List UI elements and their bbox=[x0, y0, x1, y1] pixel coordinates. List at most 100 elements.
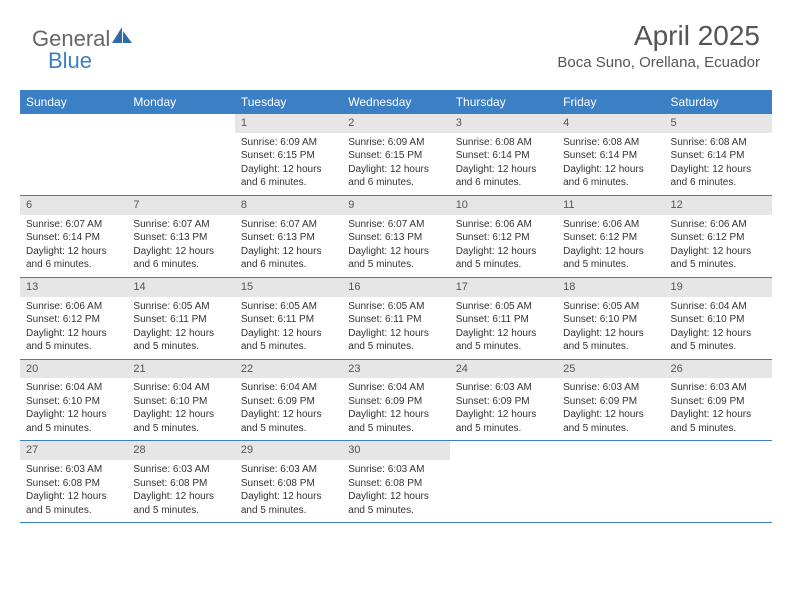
day-details: Sunrise: 6:04 AMSunset: 6:09 PMDaylight:… bbox=[342, 378, 449, 440]
day-details: Sunrise: 6:06 AMSunset: 6:12 PMDaylight:… bbox=[20, 297, 127, 359]
calendar-day-cell: 16Sunrise: 6:05 AMSunset: 6:11 PMDayligh… bbox=[342, 278, 449, 359]
day-details: Sunrise: 6:05 AMSunset: 6:11 PMDaylight:… bbox=[235, 297, 342, 359]
calendar-day-cell: 30Sunrise: 6:03 AMSunset: 6:08 PMDayligh… bbox=[342, 441, 449, 522]
calendar-day-cell: 20Sunrise: 6:04 AMSunset: 6:10 PMDayligh… bbox=[20, 360, 127, 441]
day-details: Sunrise: 6:08 AMSunset: 6:14 PMDaylight:… bbox=[450, 133, 557, 195]
day-number: 21 bbox=[127, 360, 234, 379]
calendar-day-cell: 13Sunrise: 6:06 AMSunset: 6:12 PMDayligh… bbox=[20, 278, 127, 359]
day-details: Sunrise: 6:07 AMSunset: 6:14 PMDaylight:… bbox=[20, 215, 127, 277]
calendar-day-cell: 23Sunrise: 6:04 AMSunset: 6:09 PMDayligh… bbox=[342, 360, 449, 441]
day-details: Sunrise: 6:08 AMSunset: 6:14 PMDaylight:… bbox=[557, 133, 664, 195]
day-number: 1 bbox=[235, 114, 342, 133]
calendar-day-cell: 0 bbox=[450, 441, 557, 522]
calendar-day-cell: 6Sunrise: 6:07 AMSunset: 6:14 PMDaylight… bbox=[20, 196, 127, 277]
calendar-day-cell: 1Sunrise: 6:09 AMSunset: 6:15 PMDaylight… bbox=[235, 114, 342, 195]
calendar-day-cell: 24Sunrise: 6:03 AMSunset: 6:09 PMDayligh… bbox=[450, 360, 557, 441]
day-number: 27 bbox=[20, 441, 127, 460]
day-number: 3 bbox=[450, 114, 557, 133]
weekday-header: Wednesday bbox=[342, 90, 449, 114]
page-header: April 2025 Boca Suno, Orellana, Ecuador bbox=[557, 20, 760, 71]
day-number: 14 bbox=[127, 278, 234, 297]
weekday-header: Friday bbox=[557, 90, 664, 114]
day-number: 5 bbox=[665, 114, 772, 133]
day-details: Sunrise: 6:05 AMSunset: 6:11 PMDaylight:… bbox=[450, 297, 557, 359]
day-number: 15 bbox=[235, 278, 342, 297]
day-number: 13 bbox=[20, 278, 127, 297]
day-number: 30 bbox=[342, 441, 449, 460]
calendar-day-cell: 27Sunrise: 6:03 AMSunset: 6:08 PMDayligh… bbox=[20, 441, 127, 522]
calendar-day-cell: 11Sunrise: 6:06 AMSunset: 6:12 PMDayligh… bbox=[557, 196, 664, 277]
day-details: Sunrise: 6:03 AMSunset: 6:09 PMDaylight:… bbox=[557, 378, 664, 440]
day-number: 12 bbox=[665, 196, 772, 215]
calendar-day-cell: 29Sunrise: 6:03 AMSunset: 6:08 PMDayligh… bbox=[235, 441, 342, 522]
day-details: Sunrise: 6:03 AMSunset: 6:09 PMDaylight:… bbox=[450, 378, 557, 440]
calendar-day-cell: 14Sunrise: 6:05 AMSunset: 6:11 PMDayligh… bbox=[127, 278, 234, 359]
day-number: 26 bbox=[665, 360, 772, 379]
day-details: Sunrise: 6:07 AMSunset: 6:13 PMDaylight:… bbox=[235, 215, 342, 277]
day-number: 8 bbox=[235, 196, 342, 215]
calendar-day-cell: 0 bbox=[127, 114, 234, 195]
calendar-day-cell: 7Sunrise: 6:07 AMSunset: 6:13 PMDaylight… bbox=[127, 196, 234, 277]
day-details: Sunrise: 6:06 AMSunset: 6:12 PMDaylight:… bbox=[557, 215, 664, 277]
day-details: Sunrise: 6:07 AMSunset: 6:13 PMDaylight:… bbox=[342, 215, 449, 277]
day-number: 22 bbox=[235, 360, 342, 379]
calendar: Sunday Monday Tuesday Wednesday Thursday… bbox=[20, 90, 772, 523]
day-number: 4 bbox=[557, 114, 664, 133]
calendar-day-cell: 0 bbox=[557, 441, 664, 522]
day-number: 10 bbox=[450, 196, 557, 215]
calendar-week-row: 27Sunrise: 6:03 AMSunset: 6:08 PMDayligh… bbox=[20, 441, 772, 523]
location-subtitle: Boca Suno, Orellana, Ecuador bbox=[557, 54, 760, 71]
calendar-day-cell: 0 bbox=[665, 441, 772, 522]
day-number: 18 bbox=[557, 278, 664, 297]
day-details: Sunrise: 6:09 AMSunset: 6:15 PMDaylight:… bbox=[235, 133, 342, 195]
day-number: 25 bbox=[557, 360, 664, 379]
day-details: Sunrise: 6:03 AMSunset: 6:08 PMDaylight:… bbox=[127, 460, 234, 522]
calendar-week-row: 20Sunrise: 6:04 AMSunset: 6:10 PMDayligh… bbox=[20, 360, 772, 442]
calendar-day-cell: 22Sunrise: 6:04 AMSunset: 6:09 PMDayligh… bbox=[235, 360, 342, 441]
weekday-header: Tuesday bbox=[235, 90, 342, 114]
calendar-day-cell: 4Sunrise: 6:08 AMSunset: 6:14 PMDaylight… bbox=[557, 114, 664, 195]
day-details: Sunrise: 6:03 AMSunset: 6:09 PMDaylight:… bbox=[665, 378, 772, 440]
day-details: Sunrise: 6:05 AMSunset: 6:11 PMDaylight:… bbox=[127, 297, 234, 359]
calendar-day-cell: 12Sunrise: 6:06 AMSunset: 6:12 PMDayligh… bbox=[665, 196, 772, 277]
calendar-day-cell: 5Sunrise: 6:08 AMSunset: 6:14 PMDaylight… bbox=[665, 114, 772, 195]
calendar-day-cell: 19Sunrise: 6:04 AMSunset: 6:10 PMDayligh… bbox=[665, 278, 772, 359]
day-number: 11 bbox=[557, 196, 664, 215]
month-title: April 2025 bbox=[557, 20, 760, 52]
day-details: Sunrise: 6:07 AMSunset: 6:13 PMDaylight:… bbox=[127, 215, 234, 277]
day-details: Sunrise: 6:06 AMSunset: 6:12 PMDaylight:… bbox=[665, 215, 772, 277]
day-details: Sunrise: 6:05 AMSunset: 6:11 PMDaylight:… bbox=[342, 297, 449, 359]
weekday-header: Sunday bbox=[20, 90, 127, 114]
calendar-day-cell: 21Sunrise: 6:04 AMSunset: 6:10 PMDayligh… bbox=[127, 360, 234, 441]
day-details: Sunrise: 6:03 AMSunset: 6:08 PMDaylight:… bbox=[235, 460, 342, 522]
day-number: 24 bbox=[450, 360, 557, 379]
calendar-day-cell: 10Sunrise: 6:06 AMSunset: 6:12 PMDayligh… bbox=[450, 196, 557, 277]
day-number: 16 bbox=[342, 278, 449, 297]
calendar-day-cell: 26Sunrise: 6:03 AMSunset: 6:09 PMDayligh… bbox=[665, 360, 772, 441]
day-details: Sunrise: 6:06 AMSunset: 6:12 PMDaylight:… bbox=[450, 215, 557, 277]
calendar-day-cell: 18Sunrise: 6:05 AMSunset: 6:10 PMDayligh… bbox=[557, 278, 664, 359]
calendar-week-row: 6Sunrise: 6:07 AMSunset: 6:14 PMDaylight… bbox=[20, 196, 772, 278]
calendar-day-cell: 0 bbox=[20, 114, 127, 195]
day-number: 23 bbox=[342, 360, 449, 379]
calendar-day-cell: 8Sunrise: 6:07 AMSunset: 6:13 PMDaylight… bbox=[235, 196, 342, 277]
brand-sail-icon bbox=[112, 27, 134, 45]
day-details: Sunrise: 6:03 AMSunset: 6:08 PMDaylight:… bbox=[20, 460, 127, 522]
calendar-day-cell: 15Sunrise: 6:05 AMSunset: 6:11 PMDayligh… bbox=[235, 278, 342, 359]
day-number: 2 bbox=[342, 114, 449, 133]
calendar-day-cell: 3Sunrise: 6:08 AMSunset: 6:14 PMDaylight… bbox=[450, 114, 557, 195]
weekday-header: Thursday bbox=[450, 90, 557, 114]
calendar-week-row: 001Sunrise: 6:09 AMSunset: 6:15 PMDaylig… bbox=[20, 114, 772, 196]
day-details: Sunrise: 6:04 AMSunset: 6:10 PMDaylight:… bbox=[20, 378, 127, 440]
day-details: Sunrise: 6:03 AMSunset: 6:08 PMDaylight:… bbox=[342, 460, 449, 522]
weekday-header: Saturday bbox=[665, 90, 772, 114]
day-number: 6 bbox=[20, 196, 127, 215]
calendar-day-cell: 9Sunrise: 6:07 AMSunset: 6:13 PMDaylight… bbox=[342, 196, 449, 277]
brand-part2: Blue bbox=[48, 48, 92, 74]
weekday-header-row: Sunday Monday Tuesday Wednesday Thursday… bbox=[20, 90, 772, 114]
day-details: Sunrise: 6:04 AMSunset: 6:10 PMDaylight:… bbox=[665, 297, 772, 359]
calendar-day-cell: 17Sunrise: 6:05 AMSunset: 6:11 PMDayligh… bbox=[450, 278, 557, 359]
day-number: 20 bbox=[20, 360, 127, 379]
calendar-day-cell: 25Sunrise: 6:03 AMSunset: 6:09 PMDayligh… bbox=[557, 360, 664, 441]
day-number: 7 bbox=[127, 196, 234, 215]
